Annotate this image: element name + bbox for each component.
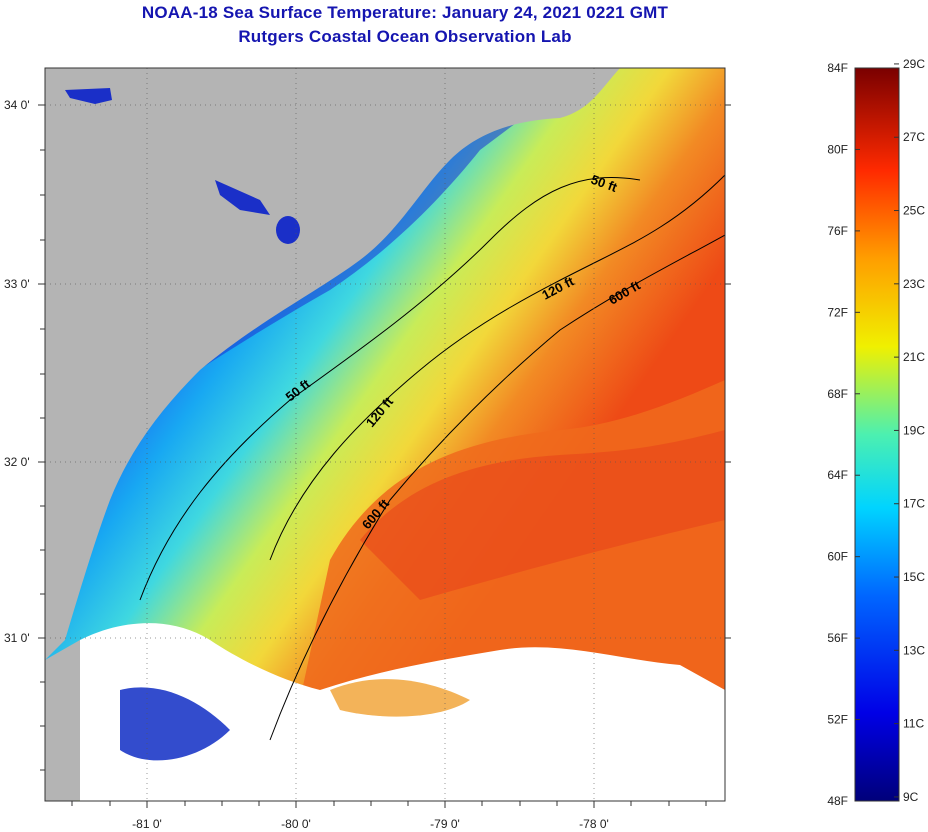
inland-lake bbox=[65, 88, 112, 104]
colorbar-c-label: 11C bbox=[903, 717, 924, 731]
lat-label-33: 33 0' bbox=[4, 277, 30, 291]
lat-label-31: 31 0' bbox=[4, 631, 30, 645]
axis-ticks bbox=[38, 104, 731, 808]
colorbar-c-label: 23C bbox=[903, 277, 925, 291]
lon-label-81: -81 0' bbox=[132, 817, 162, 831]
cloud-gap-warm bbox=[330, 679, 470, 717]
lon-label-78: -78 0' bbox=[579, 817, 609, 831]
cloud-gap bbox=[120, 687, 230, 761]
colorbar-c-label: 19C bbox=[903, 423, 925, 437]
colorbar-f-label: 60F bbox=[827, 550, 848, 564]
colorbar-f-label: 84F bbox=[827, 61, 848, 75]
inland-water bbox=[215, 180, 270, 215]
colorbar bbox=[854, 67, 900, 802]
colorbar-f-label: 76F bbox=[827, 224, 848, 238]
map-subtitle: Rutgers Coastal Ocean Observation Lab bbox=[238, 27, 572, 46]
colorbar-f-label: 52F bbox=[827, 713, 848, 727]
lake-marion bbox=[276, 216, 300, 244]
lon-label-80: -80 0' bbox=[281, 817, 311, 831]
colorbar-c-label: 25C bbox=[903, 204, 925, 218]
colorbar-c-label: 21C bbox=[903, 350, 925, 364]
colorbar-c-label: 15C bbox=[903, 570, 925, 584]
colorbar-c-label: 9C bbox=[903, 790, 919, 804]
lon-label-79: -79 0' bbox=[430, 817, 460, 831]
lat-label-34: 34 0' bbox=[4, 98, 30, 112]
contour-50ft bbox=[139, 177, 641, 601]
lat-label-32: 32 0' bbox=[4, 455, 30, 469]
colorbar-celsius-ticks: 29C 27C 25C 23C 21C 19C 17C 15C 13C 11C 9C bbox=[894, 57, 925, 804]
colorbar-c-label: 27C bbox=[903, 130, 925, 144]
map-title: NOAA-18 Sea Surface Temperature: January… bbox=[141, 3, 669, 22]
colorbar-f-label: 80F bbox=[827, 142, 848, 156]
map-frame bbox=[44, 67, 726, 802]
colorbar-c-label: 29C bbox=[903, 57, 925, 71]
colorbar-f-label: 72F bbox=[827, 305, 848, 319]
colorbar-f-label: 68F bbox=[827, 387, 848, 401]
colorbar-c-label: 17C bbox=[903, 497, 925, 511]
land bbox=[45, 68, 620, 660]
gulf-stream-core bbox=[360, 430, 725, 600]
contour-600ft bbox=[269, 234, 725, 741]
colorbar-f-label: 48F bbox=[827, 794, 848, 808]
colorbar-f-label: 56F bbox=[827, 631, 848, 645]
contour-120ft bbox=[269, 174, 725, 561]
graticule bbox=[45, 68, 725, 801]
colorbar-fahrenheit-ticks: 84F 80F 76F 72F 68F 64F 60F 56F 52F 48F bbox=[827, 61, 860, 808]
colorbar-c-label: 13C bbox=[903, 643, 925, 657]
colorbar-f-label: 64F bbox=[827, 468, 848, 482]
